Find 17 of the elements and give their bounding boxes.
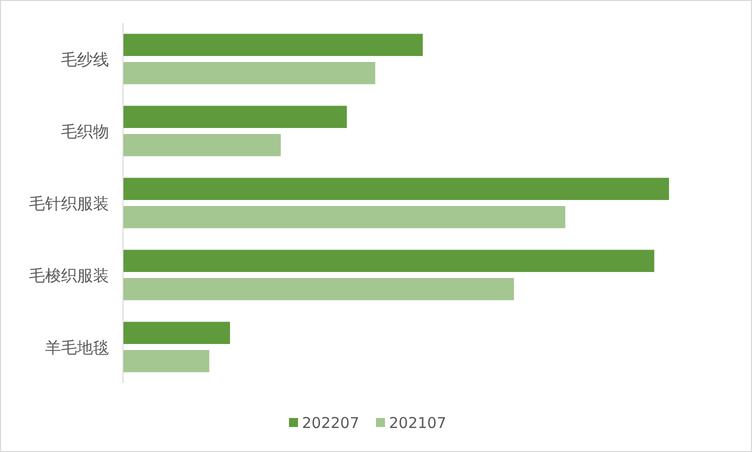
bar xyxy=(123,322,230,344)
bar xyxy=(123,34,423,56)
bar xyxy=(123,350,210,372)
y-tick-label: 毛织物 xyxy=(61,122,109,141)
bar xyxy=(123,250,654,272)
bar xyxy=(123,278,514,300)
bar xyxy=(123,206,566,228)
bar xyxy=(123,106,347,128)
y-tick-label: 毛纱线 xyxy=(61,50,109,69)
legend-label: 202207 xyxy=(302,414,360,432)
bar xyxy=(123,178,669,200)
y-tick-label: 毛针织服装 xyxy=(29,194,109,213)
y-tick-label: 羊毛地毯 xyxy=(45,338,109,357)
y-tick-label: 毛梭织服装 xyxy=(29,266,109,285)
bar xyxy=(123,134,281,156)
bar xyxy=(123,62,376,84)
legend-label: 202107 xyxy=(389,414,446,432)
